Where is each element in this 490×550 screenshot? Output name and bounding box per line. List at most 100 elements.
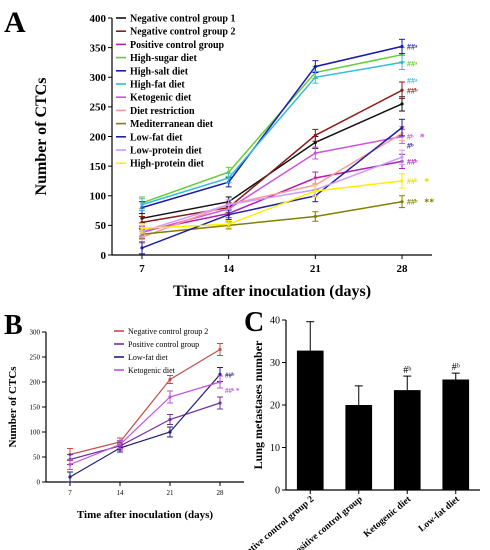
y-axis-title: Number of CTCs xyxy=(33,78,50,196)
x-axis-title: Time after inoculation (days) xyxy=(77,509,214,521)
legend-label-low-fat-diet: Low-fat diet xyxy=(130,132,183,143)
legend-label-ketogenic-diet: Ketogenic diet xyxy=(130,93,192,104)
y-tick-label: 400 xyxy=(90,13,107,25)
significance-annotation: ##ᵇ * xyxy=(225,387,240,395)
series-low-fat-diet xyxy=(67,367,223,483)
series-low-protein-diet xyxy=(139,149,405,238)
significance-annotation: ##ᵃ xyxy=(407,60,418,69)
series-line xyxy=(141,160,403,233)
panel-c: C 0 10 20 30 40 Lung metastases numberNegative… xyxy=(233,307,480,550)
data-point xyxy=(140,226,144,230)
series-line xyxy=(141,132,403,238)
legend: Negative control group 2 Positive control… xyxy=(114,327,208,375)
data-point xyxy=(400,155,404,159)
y-tick-label: 300 xyxy=(90,72,107,84)
series-line xyxy=(141,89,403,224)
data-point xyxy=(168,430,172,434)
significance-annotation: #ᵇ xyxy=(407,142,414,151)
series-high-protein-diet xyxy=(139,173,405,234)
legend-label-high-sugar-diet: High-sugar diet xyxy=(130,53,197,64)
data-point xyxy=(68,475,72,479)
panel-label-a: A xyxy=(4,6,26,39)
data-point xyxy=(218,347,222,352)
data-point xyxy=(400,102,404,106)
series-high-fat-diet xyxy=(139,54,405,212)
x-tick-label: 28 xyxy=(397,263,409,275)
series-line xyxy=(141,61,403,206)
significance-annotation: ##ᵃ xyxy=(407,42,418,51)
significance-annotation: ##ᵇ xyxy=(407,86,418,95)
data-point xyxy=(313,75,317,79)
data-point xyxy=(168,395,172,399)
y-axis-title: Number of CTCs xyxy=(7,366,19,448)
series-mediterranean-diet xyxy=(139,195,405,240)
data-point xyxy=(218,401,222,405)
series-line xyxy=(141,156,403,233)
significance-annotation: #ᵇ xyxy=(403,365,411,376)
series-line xyxy=(69,381,221,466)
bar xyxy=(393,390,421,490)
data-point xyxy=(168,377,172,382)
data-point xyxy=(140,203,144,207)
series-line xyxy=(69,402,221,461)
data-point xyxy=(140,246,144,250)
y-tick-label: 50 xyxy=(95,220,107,232)
significance-annotation: ##ᵇ xyxy=(225,372,235,380)
y-tick-label: 0 xyxy=(37,478,41,486)
panel-label-b: B xyxy=(4,310,23,341)
x-tick-label: 7 xyxy=(139,263,145,275)
x-tick-label: 14 xyxy=(223,263,235,275)
legend-label-high-protein-diet: High-protein diet xyxy=(130,159,205,170)
data-point xyxy=(68,462,72,467)
y-tick-label: 250 xyxy=(90,102,107,114)
legend-label-negative-control-group-2: Negative control group 2 xyxy=(130,27,235,38)
legend-label-high-salt-diet: High-salt diet xyxy=(130,66,189,77)
legend-label-positive-control-group: Positive control group xyxy=(128,340,199,349)
legend-label-low-fat-diet: Low-fat diet xyxy=(128,353,169,362)
data-point xyxy=(400,88,404,92)
data-point xyxy=(400,44,404,49)
bar xyxy=(296,350,324,490)
data-point xyxy=(313,189,317,193)
bar xyxy=(442,379,470,490)
significance-annotation: ##ᵇ xyxy=(407,198,418,207)
data-point xyxy=(313,133,317,137)
bar-low-fat-diet: #ᵇ Low-fat diet xyxy=(417,362,470,534)
x-tick-label: Low-fat diet xyxy=(417,494,462,534)
data-point xyxy=(218,372,222,377)
panel-b: B 0 50 100 150 200 250 300 7 14 21 28 Time after ino… xyxy=(4,310,244,521)
data-point xyxy=(313,64,317,69)
data-point xyxy=(227,213,231,217)
bar-negative-control-group-2: Negative control group 2 xyxy=(233,321,324,550)
significance-annotation: #ᵇ xyxy=(452,362,460,373)
y-tick-label: 20 xyxy=(270,401,280,412)
y-tick-label: 300 xyxy=(30,328,41,336)
significance-star: * xyxy=(420,133,425,144)
y-tick-label: 250 xyxy=(30,353,41,361)
y-tick-label: 150 xyxy=(30,403,41,411)
series-line xyxy=(141,53,403,204)
significance-annotation: ##ᵇ xyxy=(407,157,418,166)
panel-label-c: C xyxy=(244,307,264,338)
y-tick-label: 0 xyxy=(275,486,280,497)
data-point xyxy=(118,442,122,447)
x-tick-label: 14 xyxy=(117,489,125,497)
y-tick-label: 150 xyxy=(90,161,107,173)
series-line xyxy=(141,127,403,249)
legend-label-positive-control-group: Positive control group xyxy=(130,40,225,51)
data-point xyxy=(227,176,231,180)
y-tick-label: 50 xyxy=(33,453,41,461)
y-tick-label: 10 xyxy=(270,443,280,454)
y-tick-label: 100 xyxy=(30,428,41,436)
legend-label-high-fat-diet: High-fat diet xyxy=(130,80,185,91)
y-tick-label: 0 xyxy=(101,250,107,262)
legend-label-diet-restriction: Diet restriction xyxy=(130,106,195,117)
series-line xyxy=(141,180,403,230)
significance-annotation: ##ᵇ xyxy=(407,177,418,186)
x-tick-label: 28 xyxy=(217,489,225,497)
panel-a: A 0 50 100 150 200 250 300 350 400 7 14 21 28 Time aft… xyxy=(4,6,434,300)
data-point xyxy=(168,417,172,422)
x-tick-label: 21 xyxy=(167,489,175,497)
data-point xyxy=(218,380,222,384)
